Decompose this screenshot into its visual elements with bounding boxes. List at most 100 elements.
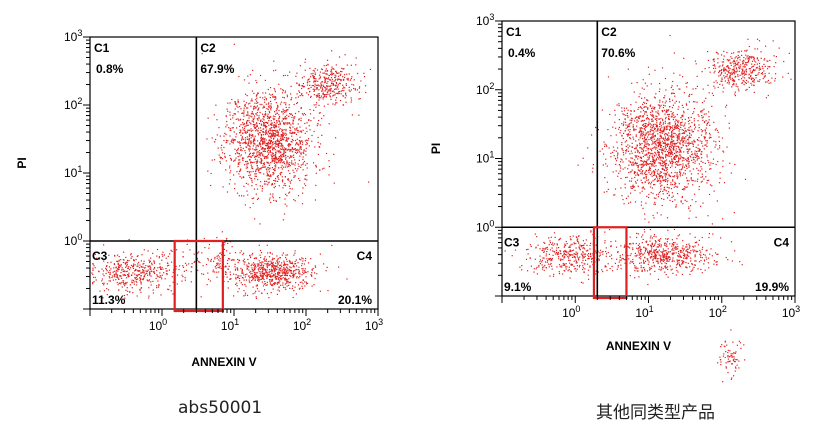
data-point	[245, 274, 247, 276]
data-point	[251, 134, 253, 136]
data-point	[636, 172, 638, 174]
data-point	[301, 94, 303, 96]
data-point	[256, 123, 258, 125]
data-point	[275, 276, 277, 278]
data-point	[315, 84, 317, 86]
data-point	[666, 151, 669, 153]
data-point	[688, 161, 690, 163]
data-point	[365, 91, 367, 94]
data-point	[256, 114, 258, 116]
data-point	[290, 124, 292, 126]
data-point	[676, 175, 678, 177]
data-point	[671, 163, 673, 165]
data-point	[645, 132, 647, 134]
data-point	[646, 161, 648, 163]
data-point	[277, 157, 280, 159]
data-point	[657, 172, 659, 174]
data-point	[262, 131, 264, 133]
data-point	[261, 292, 263, 294]
data-point	[618, 172, 620, 174]
data-point	[631, 157, 633, 159]
data-point	[181, 274, 183, 276]
data-point	[150, 281, 152, 283]
data-point	[656, 117, 658, 120]
data-point	[255, 290, 257, 292]
data-point	[636, 236, 638, 239]
data-point	[690, 136, 692, 139]
data-point	[292, 169, 294, 171]
data-point	[293, 270, 295, 272]
data-point	[296, 102, 299, 104]
data-point	[272, 160, 274, 162]
data-point	[247, 143, 249, 146]
data-point	[98, 258, 101, 260]
data-point	[248, 155, 250, 157]
data-point	[643, 147, 645, 149]
data-point	[653, 170, 655, 172]
data-point	[700, 153, 703, 155]
data-point	[673, 142, 675, 144]
data-point	[672, 142, 674, 145]
data-point	[284, 137, 286, 139]
data-point	[122, 270, 124, 273]
data-point	[229, 129, 231, 131]
data-point	[643, 140, 645, 142]
data-point	[275, 177, 277, 180]
data-point	[267, 143, 269, 145]
data-point	[343, 86, 345, 88]
data-point	[275, 123, 277, 125]
data-point	[246, 131, 248, 133]
data-point	[660, 162, 662, 164]
data-point	[665, 100, 667, 102]
data-point	[734, 93, 736, 95]
data-point	[175, 265, 177, 267]
data-point	[255, 297, 257, 299]
data-point	[651, 136, 653, 138]
data-point	[244, 276, 246, 278]
data-point	[282, 129, 284, 131]
data-point	[313, 81, 315, 83]
data-point	[239, 149, 241, 151]
data-point	[664, 189, 666, 191]
data-point	[688, 101, 690, 103]
data-point	[240, 124, 242, 126]
data-point	[642, 123, 644, 125]
data-point	[683, 166, 686, 168]
data-point	[266, 264, 268, 266]
data-point	[279, 160, 281, 162]
data-point	[228, 265, 230, 267]
data-point	[634, 117, 636, 119]
data-point	[701, 111, 703, 113]
data-point	[254, 158, 256, 160]
data-point	[630, 110, 632, 112]
data-point	[117, 277, 119, 279]
data-point	[268, 297, 270, 299]
data-point	[633, 129, 635, 131]
data-point	[729, 59, 731, 61]
data-point	[703, 178, 705, 180]
data-point	[270, 137, 272, 139]
data-point	[235, 268, 237, 270]
data-point	[271, 262, 273, 264]
data-point	[307, 94, 310, 96]
data-point	[329, 88, 331, 90]
data-point	[287, 170, 290, 172]
data-point	[309, 113, 312, 115]
data-point	[257, 102, 259, 104]
data-point	[320, 82, 322, 84]
data-point	[121, 286, 123, 288]
data-point	[702, 109, 704, 111]
data-point	[166, 270, 168, 272]
data-point	[591, 171, 594, 173]
data-point	[262, 275, 264, 277]
data-point	[743, 73, 745, 75]
data-point	[223, 244, 225, 246]
data-point	[291, 138, 293, 141]
data-point	[246, 273, 248, 275]
data-point	[649, 137, 652, 139]
data-point	[646, 159, 648, 161]
data-point	[260, 152, 262, 154]
data-point	[662, 168, 664, 170]
data-point	[653, 179, 655, 181]
data-point	[676, 151, 679, 153]
